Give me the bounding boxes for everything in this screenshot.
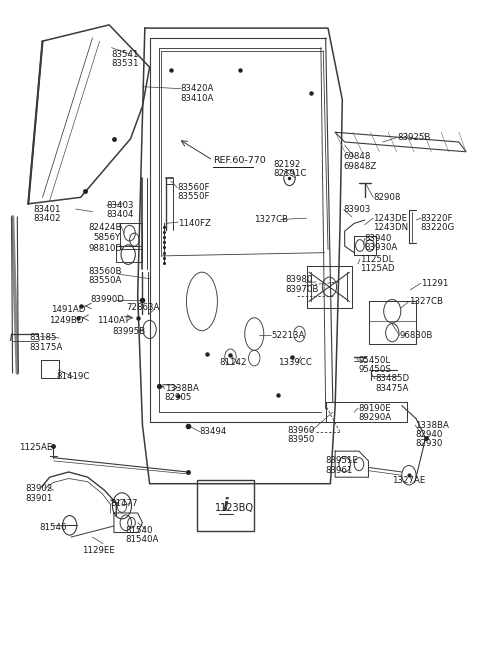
Text: 1243DE: 1243DE xyxy=(373,214,408,223)
Text: REF.60-770: REF.60-770 xyxy=(213,156,265,165)
Text: 1327CB: 1327CB xyxy=(409,297,443,306)
Text: 83940: 83940 xyxy=(365,234,392,243)
Text: 82940: 82940 xyxy=(415,430,443,439)
Text: 83903: 83903 xyxy=(344,205,371,214)
Text: 83970B: 83970B xyxy=(285,285,319,293)
Text: 82192: 82192 xyxy=(273,160,300,169)
Text: 1339CC: 1339CC xyxy=(278,358,312,367)
Text: 82930: 82930 xyxy=(415,439,443,448)
Text: 83930A: 83930A xyxy=(365,243,398,252)
Text: 83541: 83541 xyxy=(111,50,139,59)
Text: 1140FZ: 1140FZ xyxy=(178,219,211,228)
Text: 83185: 83185 xyxy=(30,333,57,343)
Text: 83410A: 83410A xyxy=(180,94,214,103)
Text: 1125AE: 1125AE xyxy=(19,443,52,452)
Text: 81540: 81540 xyxy=(126,526,153,535)
Text: 83980: 83980 xyxy=(285,276,312,284)
Text: 1123BQ: 1123BQ xyxy=(215,504,254,514)
Text: 1327AE: 1327AE xyxy=(392,476,426,485)
Text: 1249BD: 1249BD xyxy=(48,316,83,325)
Text: 82191C: 82191C xyxy=(273,170,307,178)
Text: 83220F: 83220F xyxy=(421,214,453,223)
Text: 89190E: 89190E xyxy=(358,403,391,413)
Text: 81546: 81546 xyxy=(39,523,67,533)
Text: 1338BA: 1338BA xyxy=(165,384,199,393)
Text: 11291: 11291 xyxy=(421,279,448,288)
Text: 81540A: 81540A xyxy=(126,535,159,544)
Text: 1327CB: 1327CB xyxy=(254,215,288,224)
Text: 83401: 83401 xyxy=(33,204,60,214)
Text: 83550F: 83550F xyxy=(177,192,210,201)
Text: 98810D: 98810D xyxy=(89,244,123,253)
Text: 83901: 83901 xyxy=(25,493,52,502)
Text: 81142: 81142 xyxy=(219,358,247,367)
Text: 83951E: 83951E xyxy=(325,457,359,466)
Text: 83402: 83402 xyxy=(33,214,60,223)
Text: 89290A: 89290A xyxy=(358,413,391,422)
Text: 83990D: 83990D xyxy=(90,295,124,304)
Text: 83403: 83403 xyxy=(107,200,134,210)
Text: 83960: 83960 xyxy=(288,426,315,435)
Text: 82908: 82908 xyxy=(373,193,401,202)
Text: 1129EE: 1129EE xyxy=(82,546,115,555)
Text: 1125DL: 1125DL xyxy=(360,255,393,264)
Text: 83494: 83494 xyxy=(200,427,227,436)
Text: 81477: 81477 xyxy=(110,498,138,508)
Text: 72863A: 72863A xyxy=(126,303,159,312)
Text: 83995B: 83995B xyxy=(112,327,146,336)
Text: 83475A: 83475A xyxy=(375,384,408,392)
Text: 83420A: 83420A xyxy=(180,84,214,93)
Text: 82424B: 82424B xyxy=(89,223,122,232)
Text: 83550A: 83550A xyxy=(89,276,122,285)
Text: 5856Y: 5856Y xyxy=(94,233,120,242)
Text: 83925B: 83925B xyxy=(397,133,431,142)
Text: 95450L: 95450L xyxy=(359,356,391,365)
Text: 83902: 83902 xyxy=(25,485,52,493)
Text: 1243DN: 1243DN xyxy=(373,223,408,232)
Text: 83950: 83950 xyxy=(288,435,315,444)
Text: 83531: 83531 xyxy=(111,60,139,68)
Text: 83220G: 83220G xyxy=(421,223,455,232)
Text: 1338BA: 1338BA xyxy=(415,421,449,430)
Text: 81419C: 81419C xyxy=(57,373,90,381)
Text: 95450S: 95450S xyxy=(359,365,392,374)
Text: 83175A: 83175A xyxy=(30,343,63,352)
Text: 1140AT: 1140AT xyxy=(97,316,130,325)
Text: 83404: 83404 xyxy=(107,210,134,219)
Text: 83560F: 83560F xyxy=(177,183,210,192)
Text: 1125AD: 1125AD xyxy=(360,264,395,272)
Text: 96830B: 96830B xyxy=(399,331,433,340)
Text: 69848Z: 69848Z xyxy=(344,162,377,170)
Text: 82905: 82905 xyxy=(165,393,192,402)
Text: 83485D: 83485D xyxy=(375,375,409,383)
Text: 1491AD: 1491AD xyxy=(50,305,85,314)
Text: 69848: 69848 xyxy=(344,153,371,162)
Text: 83560B: 83560B xyxy=(89,267,122,276)
Text: 83961: 83961 xyxy=(325,466,353,474)
Text: i: i xyxy=(223,497,228,515)
Text: 52213A: 52213A xyxy=(271,331,304,340)
